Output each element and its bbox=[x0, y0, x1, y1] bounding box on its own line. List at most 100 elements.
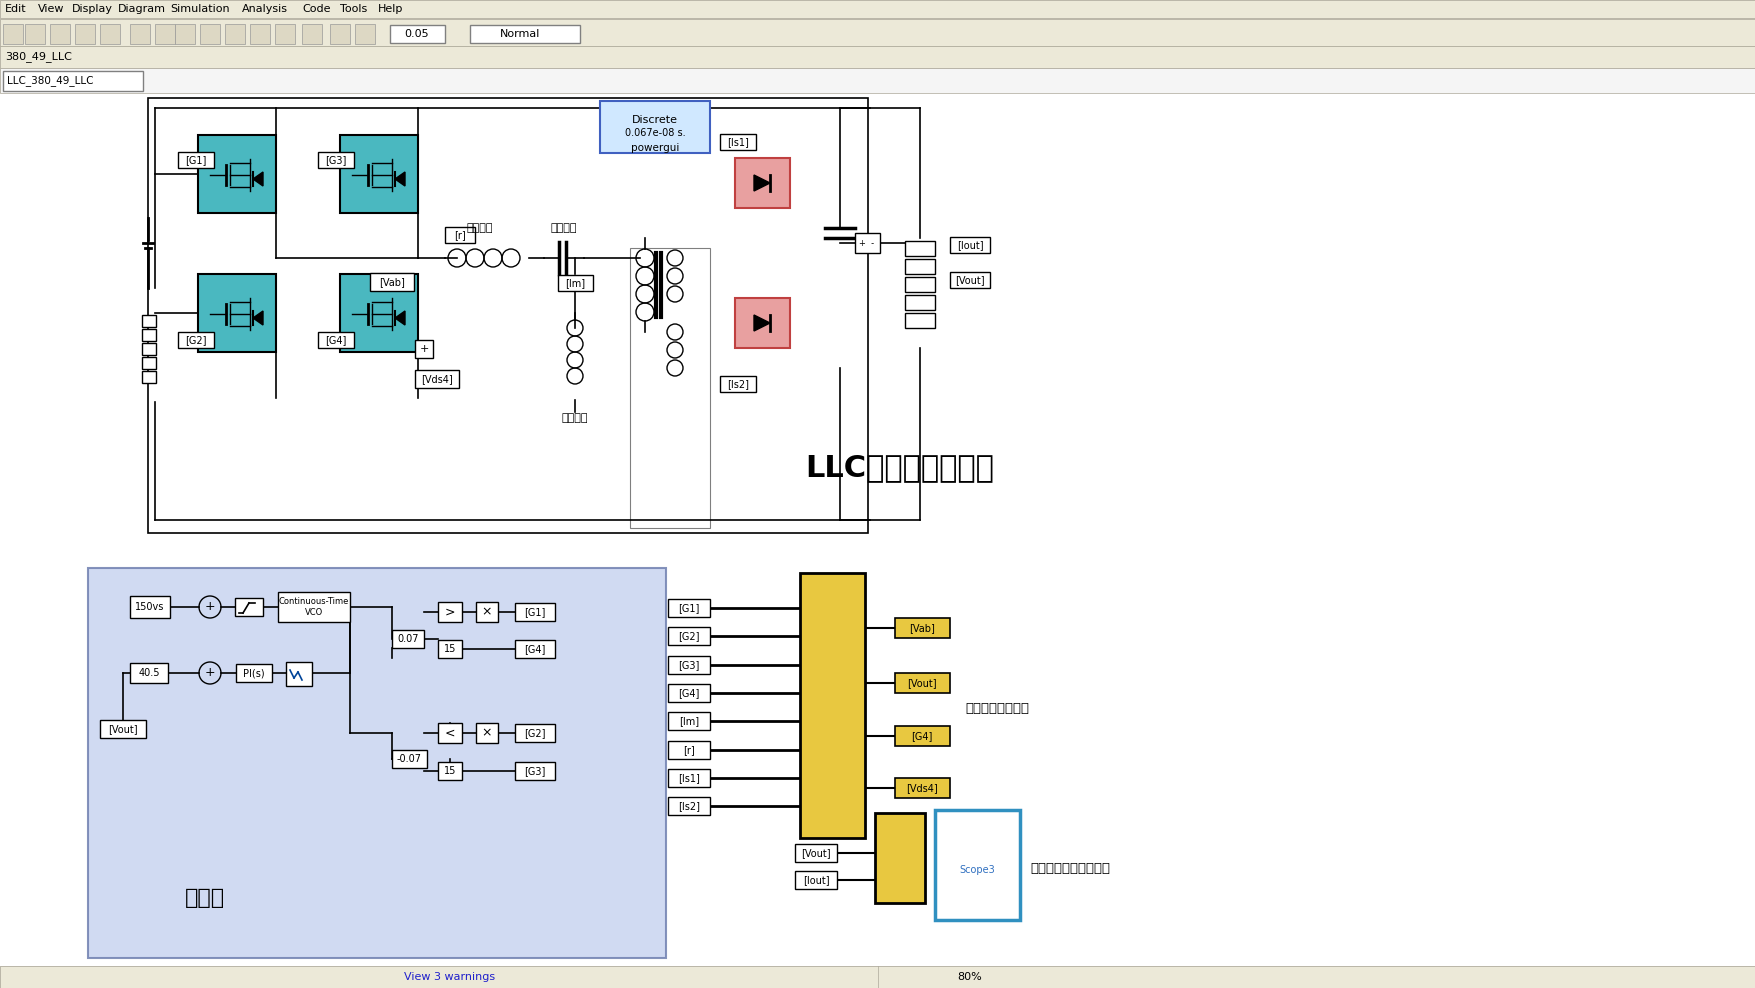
Text: ×: × bbox=[481, 606, 491, 618]
Text: <: < bbox=[444, 726, 455, 739]
Text: [Vab]: [Vab] bbox=[379, 277, 405, 287]
Text: [Is2]: [Is2] bbox=[727, 379, 749, 389]
Bar bbox=[0, 46, 1755, 68]
Text: [r]: [r] bbox=[683, 745, 695, 755]
Bar bbox=[318, 332, 355, 348]
Bar bbox=[249, 24, 270, 44]
Text: [G4]: [G4] bbox=[677, 688, 698, 698]
Bar bbox=[318, 152, 355, 168]
Bar bbox=[949, 237, 990, 253]
Text: +: + bbox=[205, 601, 216, 614]
Bar bbox=[476, 602, 498, 622]
Text: Tools: Tools bbox=[340, 4, 367, 14]
Bar bbox=[142, 371, 156, 383]
Text: View: View bbox=[39, 4, 65, 14]
Bar bbox=[0, 19, 1755, 46]
Bar bbox=[667, 741, 709, 759]
Text: Continuous-Time
VCO: Continuous-Time VCO bbox=[279, 598, 349, 617]
Text: powergui: powergui bbox=[630, 143, 679, 153]
Bar bbox=[142, 315, 156, 327]
Text: 80%: 80% bbox=[956, 972, 981, 982]
Bar bbox=[235, 598, 263, 616]
Text: 40.5: 40.5 bbox=[139, 668, 160, 678]
Bar bbox=[200, 24, 219, 44]
Bar bbox=[235, 664, 272, 682]
Bar bbox=[874, 813, 925, 903]
Bar bbox=[904, 259, 934, 274]
Bar bbox=[795, 844, 837, 862]
Text: Scope3: Scope3 bbox=[958, 865, 995, 875]
Bar bbox=[391, 750, 426, 768]
Text: [G4]: [G4] bbox=[325, 335, 346, 345]
Bar bbox=[0, 966, 1755, 988]
Text: Discrete: Discrete bbox=[632, 115, 677, 125]
Bar bbox=[476, 723, 498, 743]
Bar bbox=[154, 24, 176, 44]
Bar bbox=[667, 684, 709, 702]
Bar bbox=[895, 673, 949, 693]
Bar bbox=[720, 134, 756, 150]
Text: 负载输出电压电流波形: 负载输出电压电流波形 bbox=[1030, 862, 1109, 874]
Text: [Vds4]: [Vds4] bbox=[421, 374, 453, 384]
Bar bbox=[437, 640, 462, 658]
Bar bbox=[0, 93, 1755, 966]
Bar bbox=[142, 343, 156, 355]
Text: [G3]: [G3] bbox=[677, 660, 698, 670]
Text: 15: 15 bbox=[444, 766, 456, 776]
Polygon shape bbox=[395, 311, 405, 325]
Polygon shape bbox=[753, 175, 769, 191]
Bar bbox=[286, 662, 312, 686]
Bar bbox=[667, 656, 709, 674]
Text: [G4]: [G4] bbox=[525, 644, 546, 654]
Bar bbox=[370, 273, 414, 291]
Bar bbox=[225, 24, 246, 44]
Text: +: + bbox=[205, 667, 216, 680]
Text: Normal: Normal bbox=[500, 29, 541, 39]
Text: LLC谐振变化器拓扑: LLC谐振变化器拓扑 bbox=[806, 453, 993, 482]
Polygon shape bbox=[395, 172, 405, 186]
Text: [G1]: [G1] bbox=[525, 607, 546, 617]
Text: [Vout]: [Vout] bbox=[800, 848, 830, 858]
Bar bbox=[4, 24, 23, 44]
Bar bbox=[340, 135, 418, 213]
Text: Help: Help bbox=[377, 4, 404, 14]
Text: View 3 warnings: View 3 warnings bbox=[404, 972, 495, 982]
Bar bbox=[100, 24, 119, 44]
Text: +  -: + - bbox=[858, 238, 874, 248]
Text: 150vs: 150vs bbox=[135, 602, 165, 612]
Text: Analysis: Analysis bbox=[242, 4, 288, 14]
Bar bbox=[470, 25, 579, 43]
Text: [G1]: [G1] bbox=[186, 155, 207, 165]
Bar bbox=[444, 227, 476, 243]
Bar bbox=[130, 663, 168, 683]
Bar bbox=[558, 275, 593, 291]
Bar bbox=[855, 233, 879, 253]
Bar bbox=[414, 340, 433, 358]
Bar bbox=[667, 599, 709, 617]
Bar bbox=[88, 568, 665, 958]
Text: [Im]: [Im] bbox=[565, 278, 584, 288]
Bar bbox=[177, 152, 214, 168]
Bar bbox=[391, 630, 423, 648]
Bar bbox=[514, 724, 555, 742]
Bar bbox=[130, 596, 170, 618]
Text: Code: Code bbox=[302, 4, 330, 14]
Bar bbox=[198, 274, 276, 352]
Bar bbox=[630, 248, 709, 528]
Text: [G4]: [G4] bbox=[911, 731, 932, 741]
Text: [Vout]: [Vout] bbox=[109, 724, 137, 734]
Bar bbox=[514, 640, 555, 658]
Bar bbox=[514, 603, 555, 621]
Bar bbox=[895, 618, 949, 638]
Text: Edit: Edit bbox=[5, 4, 26, 14]
Text: Diagram: Diagram bbox=[118, 4, 167, 14]
Text: [Iout]: [Iout] bbox=[802, 875, 828, 885]
Text: [r]: [r] bbox=[455, 230, 465, 240]
Bar bbox=[75, 24, 95, 44]
Bar bbox=[514, 762, 555, 780]
Bar bbox=[904, 277, 934, 292]
Bar bbox=[437, 723, 462, 743]
Bar bbox=[177, 332, 214, 348]
Bar bbox=[0, 68, 1755, 93]
Text: ×: × bbox=[481, 726, 491, 739]
